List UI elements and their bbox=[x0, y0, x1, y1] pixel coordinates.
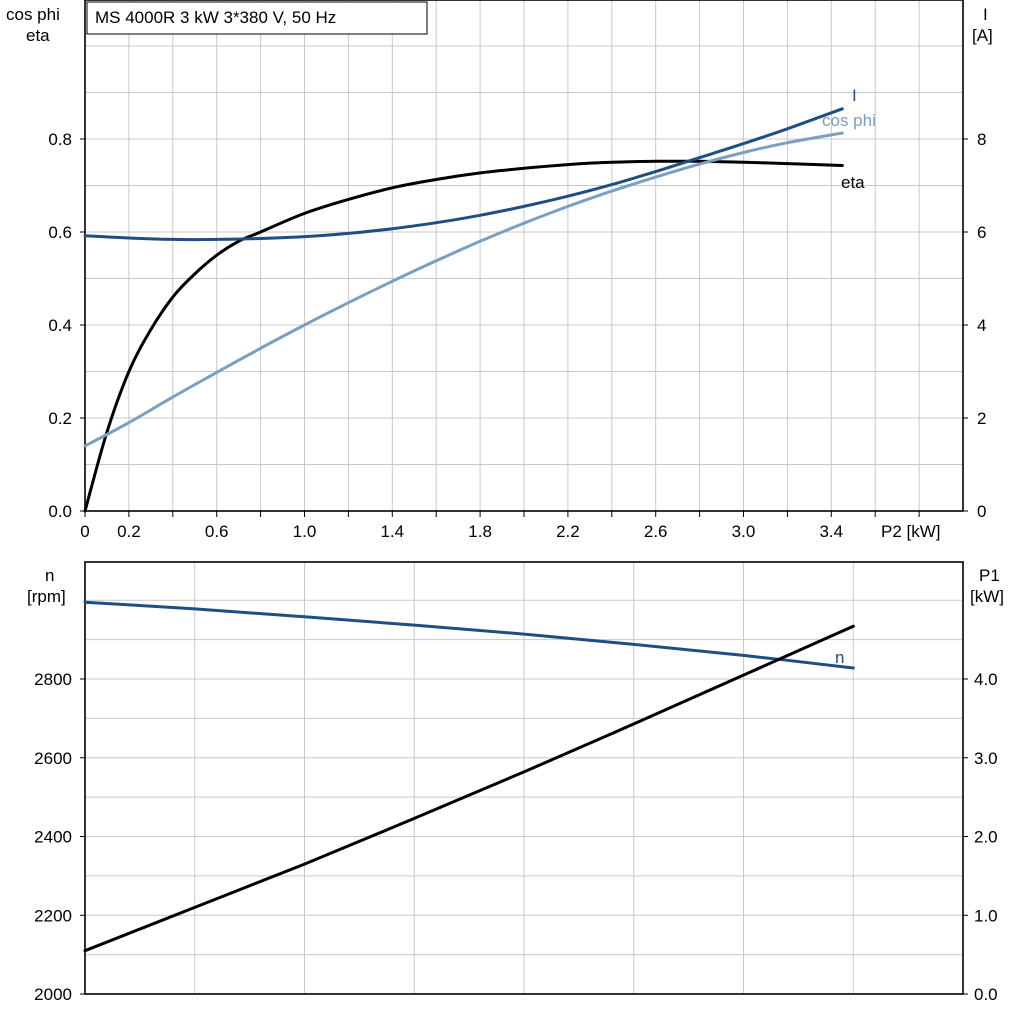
bottom-chart-curves bbox=[83, 600, 855, 953]
bottom-chart-ticks: 2000 2200 2400 2600 2800 0.0 1.0 2.0 3.0 4.0 bbox=[34, 670, 997, 1004]
left-y-tick-label: 0.2 bbox=[48, 409, 72, 428]
series-line-eta bbox=[83, 159, 844, 513]
x-tick-label: 2.2 bbox=[556, 522, 580, 541]
x-tick-label: 1.4 bbox=[380, 522, 404, 541]
series-label-cosphi: cos phi bbox=[822, 111, 876, 130]
right-y-tick-label: 3.0 bbox=[974, 749, 998, 768]
right-y-tick-label: 8 bbox=[977, 130, 986, 149]
bottom-chart-grid bbox=[85, 562, 963, 994]
bottom-left-axis-label-1: n bbox=[45, 566, 54, 585]
left-y-tick-label: 2200 bbox=[34, 906, 72, 925]
bottom-left-axis-label-2: [rpm] bbox=[27, 587, 66, 606]
x-tick-label: 0.6 bbox=[205, 522, 229, 541]
right-y-tick-label: 2 bbox=[977, 409, 986, 428]
series-line-I bbox=[83, 107, 844, 242]
series-line-P1 bbox=[83, 624, 855, 953]
bottom-right-axis-label-1: P1 bbox=[979, 566, 1000, 585]
right-y-tick-label: 4 bbox=[977, 316, 986, 335]
left-y-tick-label: 0.8 bbox=[48, 130, 72, 149]
bottom-chart-frame bbox=[84, 561, 964, 995]
top-chart-curves bbox=[83, 107, 844, 513]
x-tick-label: 3.4 bbox=[819, 522, 843, 541]
top-left-axis-label-1: cos phi bbox=[6, 5, 60, 24]
top-chart-ticks: 0 0.2 0.6 1.0 1.4 1.8 2.2 2.6 3.0 3.4 0.0 0.2 0.4 0.6… bbox=[48, 130, 986, 541]
right-y-tick-label: 0 bbox=[977, 502, 986, 521]
right-y-tick-label: 1.0 bbox=[974, 906, 998, 925]
left-y-tick-label: 0.4 bbox=[48, 316, 72, 335]
series-label-eta: eta bbox=[841, 173, 865, 192]
series-label-n: n bbox=[835, 648, 844, 667]
left-y-tick-label: 2000 bbox=[34, 985, 72, 1004]
x-axis-label: P2 [kW] bbox=[881, 522, 941, 541]
x-tick-label: 3.0 bbox=[732, 522, 756, 541]
top-chart-grid bbox=[85, 0, 963, 511]
x-tick-label: 2.6 bbox=[644, 522, 668, 541]
x-tick-label: 0 bbox=[80, 522, 89, 541]
x-tick-label: 0.2 bbox=[117, 522, 141, 541]
chart-title: MS 4000R 3 kW 3*380 V, 50 Hz bbox=[95, 8, 336, 27]
series-label-I: I bbox=[852, 86, 857, 105]
left-y-tick-label: 2800 bbox=[34, 670, 72, 689]
top-right-axis-label-1: I bbox=[983, 5, 988, 24]
left-y-tick-label: 0.0 bbox=[48, 502, 72, 521]
right-y-tick-label: 4.0 bbox=[974, 670, 998, 689]
top-right-axis-label-2: [A] bbox=[972, 26, 993, 45]
top-left-axis-label-2: eta bbox=[26, 26, 50, 45]
bottom-right-axis-label-2: [kW] bbox=[970, 587, 1004, 606]
right-y-tick-label: 6 bbox=[977, 223, 986, 242]
left-y-tick-label: 2400 bbox=[34, 828, 72, 847]
title-box bbox=[86, 1, 428, 35]
left-y-tick-label: 0.6 bbox=[48, 223, 72, 242]
series-line-n bbox=[83, 600, 855, 670]
right-y-tick-label: 2.0 bbox=[974, 828, 998, 847]
x-tick-label: 1.0 bbox=[293, 522, 317, 541]
series-line-cos-phi bbox=[83, 131, 844, 448]
right-y-tick-label: 0.0 bbox=[974, 985, 998, 1004]
left-y-tick-label: 2600 bbox=[34, 749, 72, 768]
x-tick-label: 1.8 bbox=[468, 522, 492, 541]
